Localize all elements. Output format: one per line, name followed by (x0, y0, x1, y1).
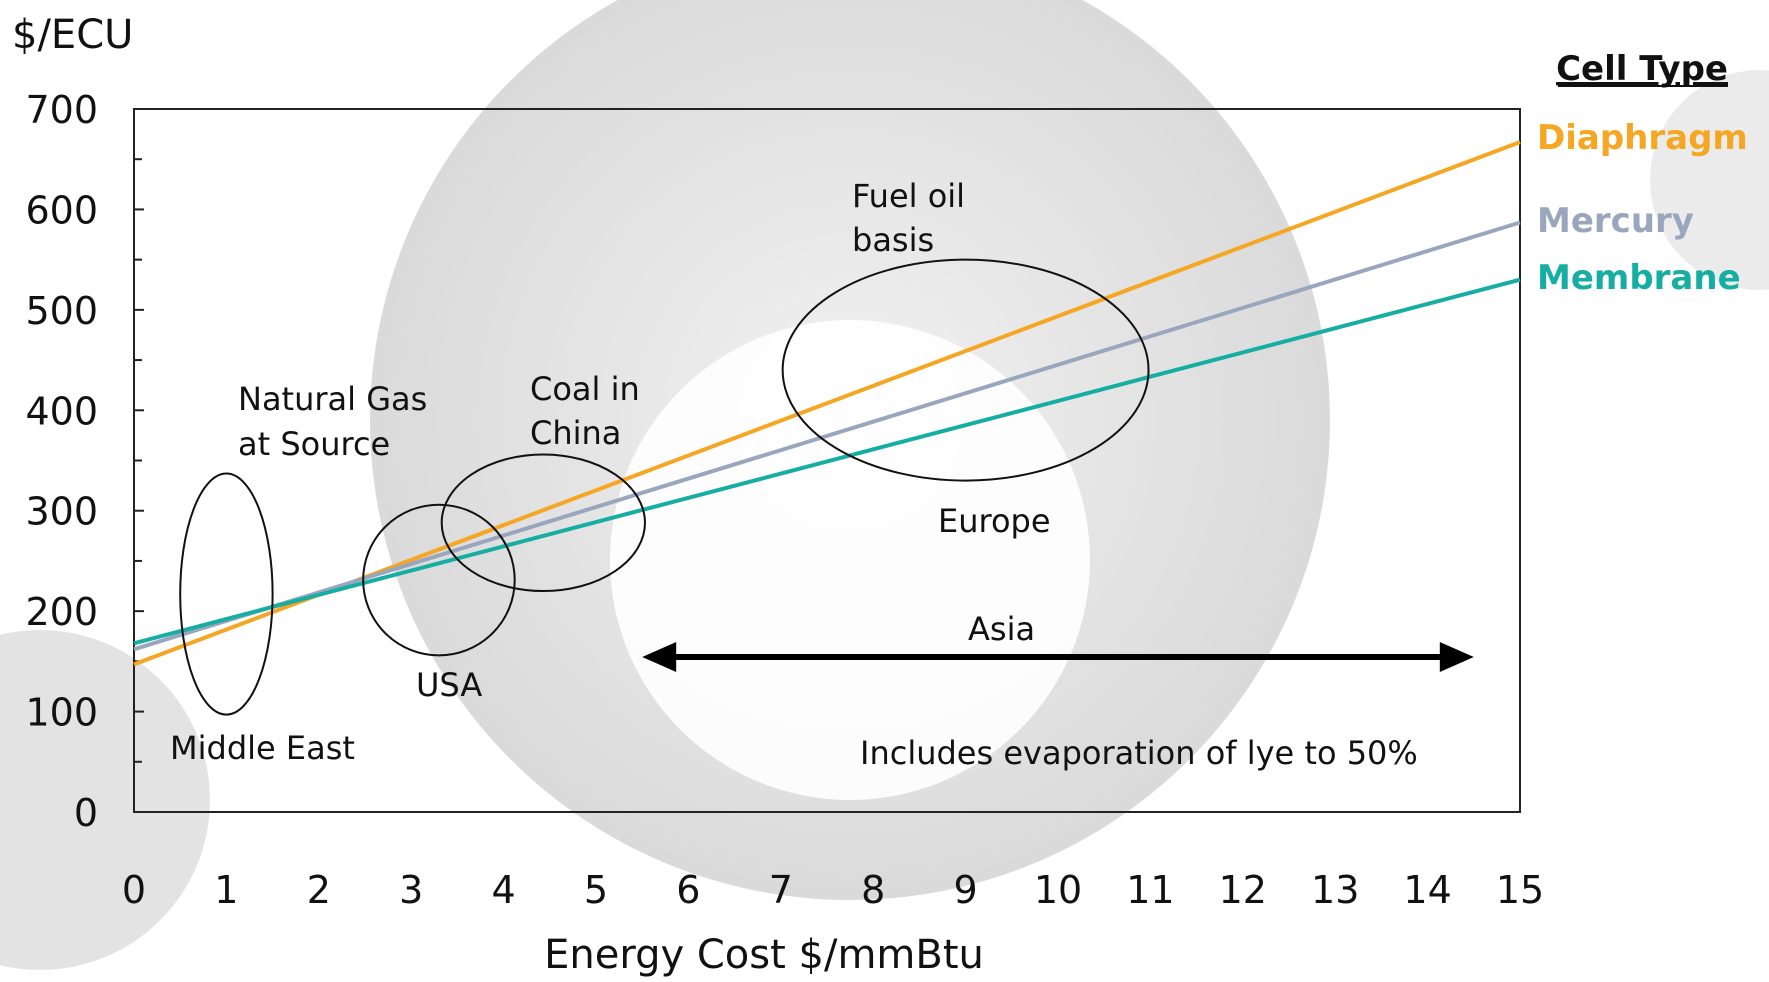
x-tick-label-11: 11 (1126, 868, 1174, 912)
fuel-oil-label-line1: Fuel oil (852, 177, 965, 215)
x-tick-label-4: 4 (492, 868, 516, 912)
x-axis-ticks: 0 1 2 3 4 5 6 7 8 9 10 11 12 13 14 15 (122, 868, 1544, 912)
asia-arrow-head-left (642, 642, 677, 672)
fuel-oil-label-line2: basis (852, 221, 934, 259)
region-ellipse-usa (362, 503, 516, 657)
region-ellipse-middle-east (179, 472, 274, 716)
x-tick-label-8: 8 (861, 868, 885, 912)
series-lines (133, 140, 1521, 667)
x-tick-label-9: 9 (954, 868, 978, 912)
asia-label: Asia (968, 610, 1035, 648)
y-tick-label-600: 600 (25, 188, 98, 232)
asia-arrow-head-right (1439, 642, 1474, 672)
x-axis-label: Energy Cost $/mmBtu (544, 932, 984, 978)
background-circle-left (0, 630, 210, 970)
y-tick-label-100: 100 (25, 691, 98, 735)
x-tick-label-3: 3 (399, 868, 423, 912)
asia-arrow (642, 642, 1474, 672)
legend-entry-diaphragm: Diaphragm (1537, 118, 1748, 158)
x-tick-label-0: 0 (122, 868, 146, 912)
y-axis-label: $/ECU (12, 12, 133, 58)
note-label: Includes evaporation of lye to 50% (860, 734, 1418, 772)
region-ellipse-coal-in-china (440, 453, 646, 593)
europe-label: Europe (938, 502, 1051, 540)
coal-china-label-line1: Coal in (530, 370, 640, 408)
x-tick-label-5: 5 (584, 868, 608, 912)
y-tick-label-500: 500 (25, 289, 98, 333)
x-tick-label-10: 10 (1034, 868, 1082, 912)
region-ellipses (179, 258, 1150, 716)
series-line-mercury (133, 220, 1521, 652)
y-tick-label-200: 200 (25, 590, 98, 634)
y-axis-ticks: 0 100 200 300 400 500 600 700 (25, 88, 144, 835)
legend: Cell Type Diaphragm Mercury Membrane (1537, 49, 1748, 298)
x-tick-label-1: 1 (214, 868, 238, 912)
y-tick-label-700: 700 (25, 88, 98, 132)
x-tick-label-14: 14 (1403, 868, 1451, 912)
legend-entry-mercury: Mercury (1537, 201, 1694, 241)
natural-gas-label-line2: at Source (238, 425, 390, 463)
x-tick-label-15: 15 (1496, 868, 1544, 912)
x-tick-label-13: 13 (1311, 868, 1359, 912)
x-tick-label-2: 2 (307, 868, 331, 912)
y-tick-label-0: 0 (74, 791, 98, 835)
legend-title: Cell Type (1556, 49, 1728, 89)
natural-gas-label-line1: Natural Gas (238, 380, 427, 418)
series-line-membrane (133, 277, 1521, 646)
x-tick-label-6: 6 (676, 868, 700, 912)
x-tick-label-12: 12 (1219, 868, 1267, 912)
legend-entry-membrane: Membrane (1537, 258, 1741, 298)
background-circle-inner (610, 320, 1090, 800)
coal-china-label-line2: China (530, 414, 621, 452)
y-tick-label-400: 400 (25, 389, 98, 433)
region-ellipse-fuel-oil-basis (781, 258, 1150, 482)
y-tick-label-300: 300 (25, 490, 98, 534)
x-tick-label-7: 7 (769, 868, 793, 912)
middle-east-label: Middle East (170, 729, 355, 767)
usa-label: USA (416, 666, 482, 704)
background-circle-right (1650, 70, 1769, 290)
